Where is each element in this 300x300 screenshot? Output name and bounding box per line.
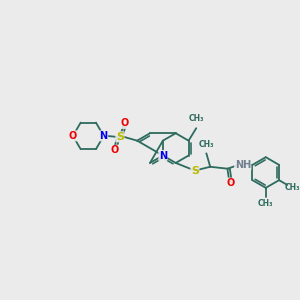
Text: NH: NH bbox=[235, 160, 251, 170]
Text: CH₃: CH₃ bbox=[188, 114, 204, 123]
Text: CH₃: CH₃ bbox=[258, 199, 274, 208]
Text: O: O bbox=[111, 145, 119, 155]
Text: O: O bbox=[69, 131, 77, 141]
Text: S: S bbox=[191, 166, 199, 176]
Text: CH₃: CH₃ bbox=[199, 140, 214, 148]
Text: S: S bbox=[116, 132, 124, 142]
Text: N: N bbox=[159, 151, 167, 160]
Text: N: N bbox=[100, 131, 108, 141]
Text: O: O bbox=[226, 178, 234, 188]
Text: CH₃: CH₃ bbox=[285, 183, 300, 192]
Text: O: O bbox=[121, 118, 129, 128]
